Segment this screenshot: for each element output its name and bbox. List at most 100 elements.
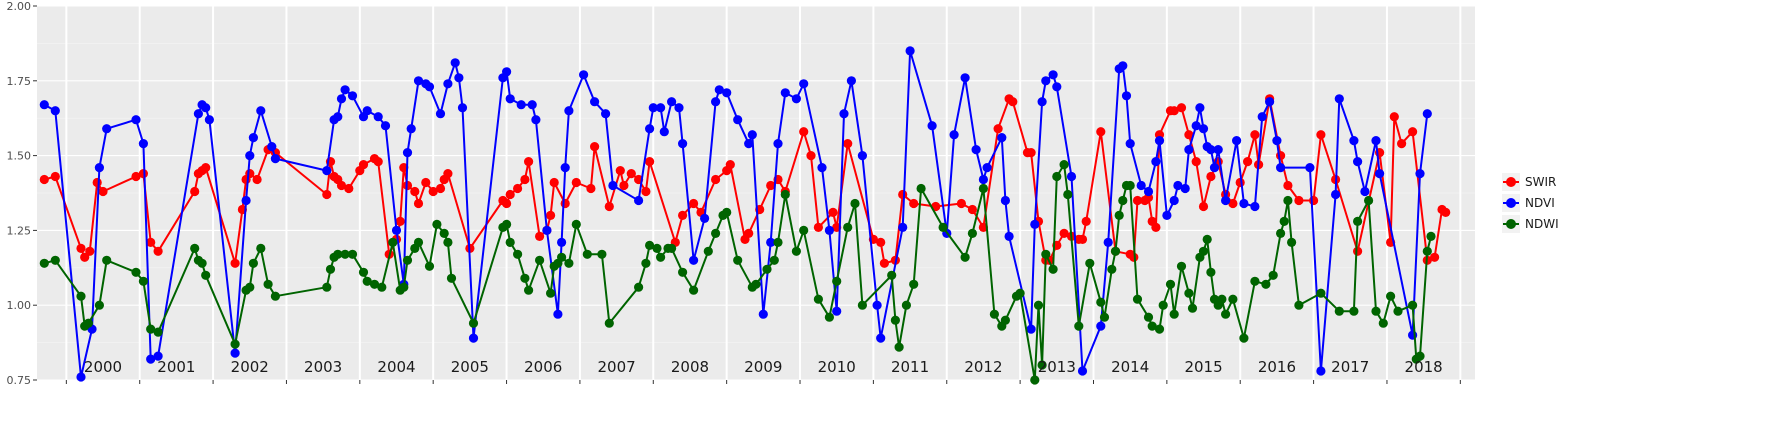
data-point-ndvi (1360, 186, 1370, 197)
data-point-swir (502, 198, 512, 209)
data-point-ndwi (1000, 315, 1011, 325)
data-point-ndwi (76, 291, 86, 301)
year-label: 2003 (304, 358, 342, 376)
data-point-ndvi (204, 115, 214, 125)
data-point-ndvi (780, 88, 790, 98)
data-point-ndvi (1334, 94, 1344, 104)
legend-marker (1506, 177, 1516, 187)
data-point-swir (615, 166, 625, 176)
data-point-swir (967, 204, 978, 215)
data-point-ndwi (557, 252, 567, 262)
data-point-swir (1077, 234, 1088, 244)
data-point-ndwi (857, 300, 868, 310)
data-point-ndwi (468, 318, 479, 328)
data-point-ndwi (722, 207, 732, 217)
data-point-ndwi (641, 258, 651, 268)
data-point-swir (766, 180, 776, 191)
data-point-ndwi (791, 246, 802, 256)
data-point-ndvi (322, 166, 332, 176)
data-point-ndwi (1261, 279, 1271, 289)
data-point-ndvi (689, 255, 699, 265)
data-point-swir (898, 189, 908, 200)
data-point-ndwi (894, 342, 904, 352)
data-point-ndvi (424, 82, 435, 92)
data-point-ndvi (102, 124, 112, 134)
series-ndvi (39, 46, 1432, 382)
data-point-ndvi (608, 180, 618, 191)
data-point-ndwi (751, 279, 761, 289)
data-point-ndwi (1250, 276, 1260, 286)
data-point-swir (689, 198, 699, 209)
data-point-ndwi (1132, 294, 1143, 304)
data-point-ndwi (909, 279, 919, 289)
y-tick-label: 2.00 (7, 0, 32, 13)
data-point-ndvi (714, 85, 724, 95)
data-point-ndwi (1059, 160, 1069, 170)
data-point-ndwi (1217, 294, 1227, 304)
data-point-swir (843, 139, 853, 149)
data-point-swir (1243, 157, 1253, 167)
data-point-ndwi (1378, 318, 1388, 328)
data-point-swir (98, 186, 108, 197)
year-label: 2013 (1038, 358, 1076, 376)
data-point-ndvi (747, 130, 757, 140)
data-point-ndvi (1375, 169, 1385, 179)
data-point-ndvi (1066, 171, 1077, 182)
data-point-ndwi (711, 228, 721, 238)
data-point-ndvi (230, 348, 240, 358)
data-point-ndvi (1415, 169, 1425, 179)
data-point-swir (1059, 228, 1069, 238)
data-point-swir (1276, 151, 1286, 161)
legend-item-ndwi: NDWI (1502, 215, 1559, 233)
data-point-ndwi (1228, 294, 1238, 304)
data-point-ndwi (1154, 324, 1165, 334)
data-point-ndwi (201, 270, 211, 280)
data-point-ndwi (270, 291, 280, 301)
data-point-ndvi (1305, 163, 1315, 173)
data-point-ndwi (263, 279, 273, 289)
year-labels: 2000 2001 2002 2003 2004 2005 2006 2007 2008 2009… (84, 358, 1443, 376)
data-point-ndwi (901, 300, 912, 310)
data-point-ndvi (1026, 324, 1036, 334)
data-point-swir (1169, 106, 1179, 116)
data-point-ndvi (832, 306, 842, 316)
data-point-ndwi (1041, 249, 1051, 259)
data-point-ndwi (1147, 321, 1157, 331)
data-point-ndvi (241, 195, 251, 206)
data-point-ndvi (773, 139, 783, 149)
data-point-ndwi (887, 270, 897, 280)
data-point-ndvi (982, 163, 992, 173)
data-point-swir (619, 180, 629, 191)
data-point-swir (993, 124, 1003, 134)
data-point-ndwi (1393, 306, 1403, 316)
data-point-swir (322, 189, 332, 200)
data-point-ndvi (1195, 103, 1205, 113)
data-point-ndvi (248, 133, 258, 143)
year-label: 2017 (1331, 358, 1369, 376)
data-point-ndwi (1184, 288, 1194, 298)
data-point-swir (443, 169, 453, 179)
data-point-swir (1008, 97, 1018, 107)
data-point-ndwi (399, 282, 409, 292)
data-point-ndvi (76, 372, 86, 382)
data-point-ndwi (850, 198, 860, 209)
legend-label: SWIR (1525, 175, 1556, 189)
data-point-ndwi (890, 315, 901, 325)
data-point-ndwi (1279, 216, 1289, 226)
data-point-ndwi (1063, 189, 1073, 200)
data-point-ndvi (1125, 139, 1135, 149)
data-point-swir (1198, 201, 1209, 212)
data-point-ndwi (333, 249, 343, 259)
data-point-ndwi (432, 219, 442, 229)
data-point-swir (230, 258, 240, 268)
data-point-swir (80, 252, 90, 262)
data-point-ndwi (645, 240, 655, 250)
data-point-ndwi (325, 264, 336, 274)
x-axis (65, 380, 1461, 384)
data-point-ndwi (524, 285, 534, 295)
data-point-ndwi (1422, 246, 1432, 256)
data-point-ndvi (443, 79, 453, 89)
data-point-ndvi (50, 106, 60, 116)
data-point-ndwi (1048, 264, 1058, 274)
